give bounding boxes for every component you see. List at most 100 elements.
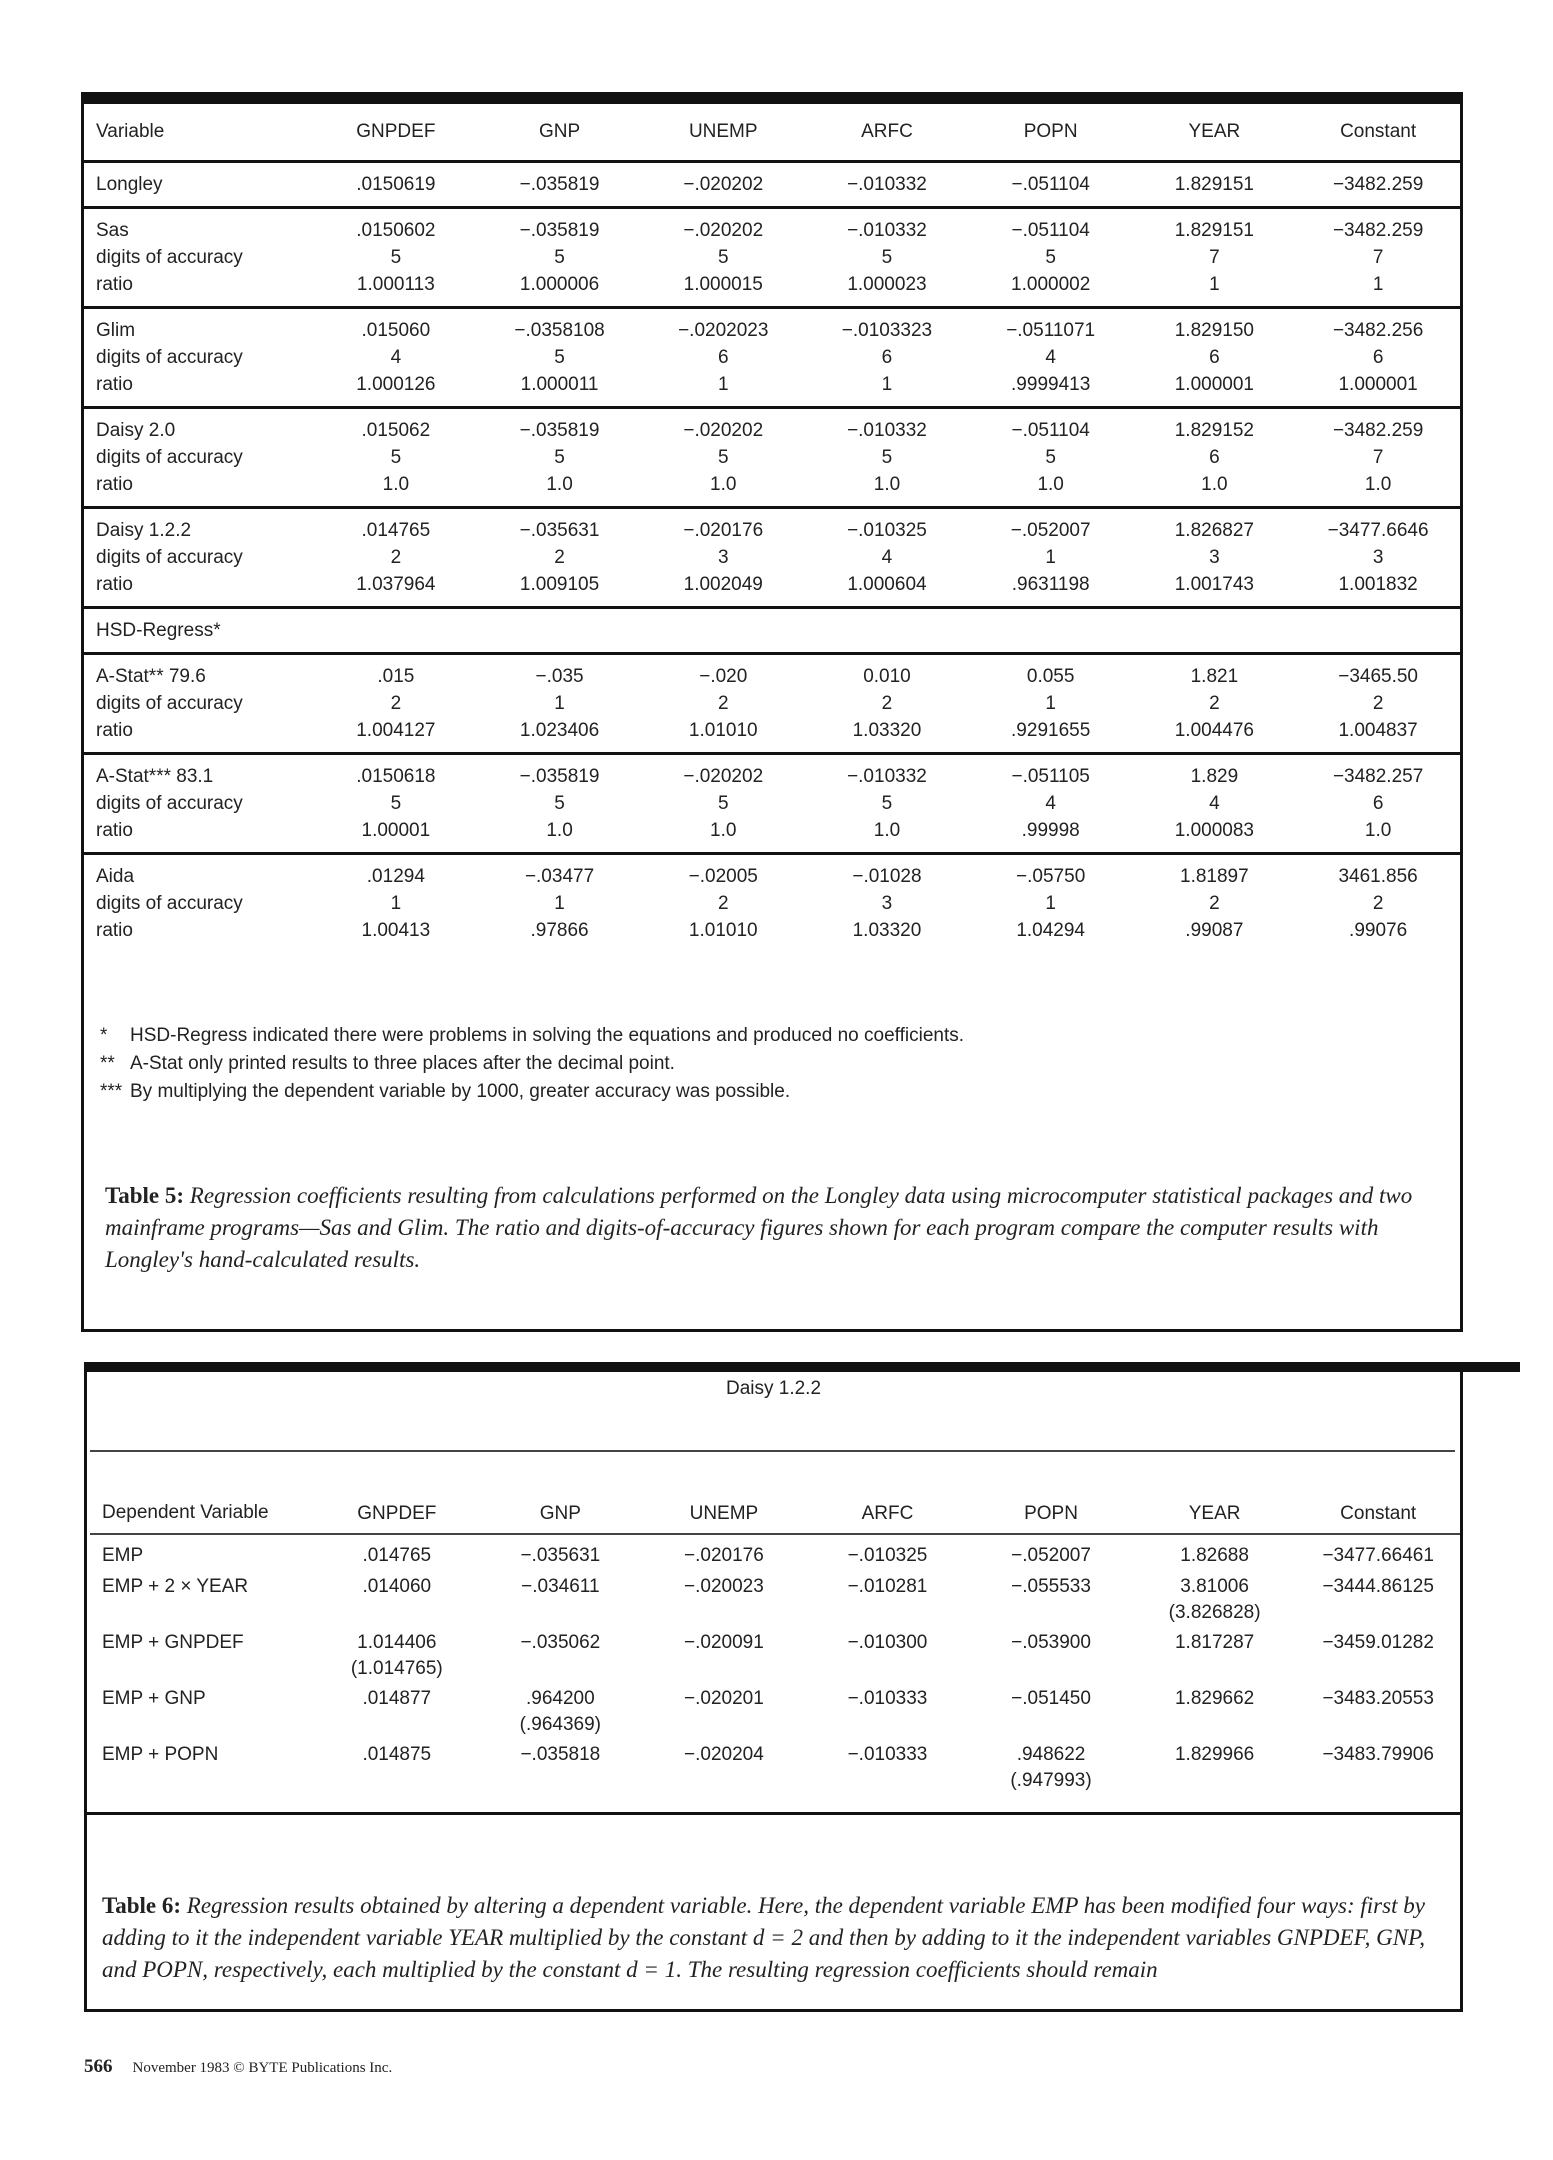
row: digits of accuracy 5 5 5 5 4 4 6 <box>84 790 1460 817</box>
column-header: YEAR <box>1188 121 1241 142</box>
cell: 1 <box>390 892 402 914</box>
cell: −3483.79906 <box>1322 1744 1434 1765</box>
cell: 1.01010 <box>688 719 758 741</box>
row-label: digits of accuracy <box>96 446 243 468</box>
column-header: Variable <box>96 121 165 142</box>
row: EMP + POPN .014875 −.035818 −.020204 −.01033… <box>90 1742 1460 1798</box>
cell: 1 <box>554 692 565 714</box>
cell-line: 3.81006 <box>1180 1576 1249 1597</box>
cell: −.020176 <box>684 1545 764 1566</box>
cell: .9291655 <box>1011 719 1091 741</box>
row-label: EMP + POPN <box>102 1744 219 1765</box>
row-group: Glim .015060 −.0358108 −.0202023 −.0103323 −.… <box>84 307 1460 408</box>
cell: 5 <box>390 792 402 814</box>
cell: 2 <box>554 546 565 568</box>
cell: 1 <box>554 892 565 914</box>
row-label: A-Stat*** 83.1 <box>96 765 214 787</box>
cell: 1.00413 <box>361 919 431 941</box>
table5: Variable GNPDEF GNP UNEMP ARFC POPN YEAR Consta… <box>84 104 1460 952</box>
cell: −.010332 <box>847 173 927 195</box>
cell: −.010332 <box>847 419 927 441</box>
cell: 1.000011 <box>520 373 599 395</box>
row-label: digits of accuracy <box>96 792 243 814</box>
row-label: Glim <box>96 319 136 341</box>
column-header: GNPDEF <box>356 121 436 142</box>
cell: 1.014406 (1.014765) <box>315 1630 479 1686</box>
cell: 2 <box>390 692 402 714</box>
cell: 1.03320 <box>852 719 922 741</box>
cell: .9631198 <box>1011 573 1090 595</box>
cell: −3477.6646 <box>1327 519 1429 541</box>
column-header: UNEMP <box>688 121 758 142</box>
cell: 1.829662 <box>1174 1688 1255 1709</box>
row: Daisy 2.0 .015062 −.035819 −.020202 −.010332… <box>84 408 1460 445</box>
cell: 1.000006 <box>519 273 600 295</box>
cell: −3482.256 <box>1332 319 1424 341</box>
cell: .97866 <box>530 919 589 941</box>
cell: 4 <box>881 546 893 568</box>
cell-line: (3.826828) <box>1168 1602 1261 1623</box>
cell: −.035819 <box>519 173 600 195</box>
cell: 7 <box>1372 246 1384 268</box>
cell: 2 <box>1209 892 1220 914</box>
cell: 4 <box>1045 792 1056 814</box>
page-number: 566 <box>84 2056 113 2077</box>
row-label: EMP <box>102 1545 144 1566</box>
column-header: YEAR <box>1132 1465 1297 1535</box>
cell: 5 <box>554 792 565 814</box>
cell: .015062 <box>361 419 431 441</box>
cell: −.035631 <box>519 519 600 541</box>
column-header: POPN <box>969 1465 1133 1535</box>
cell: −.035819 <box>519 219 600 241</box>
cell: 1.000113 <box>356 273 435 295</box>
row: Sas .0150602 −.035819 −.020202 −.010332 −.051… <box>84 208 1460 245</box>
cell: 1.0 <box>710 473 737 495</box>
cell: 5 <box>881 792 893 814</box>
cell: 6 <box>717 346 729 368</box>
cell: 1.826827 <box>1174 519 1254 541</box>
column-header: Dependent Variable <box>90 1465 315 1535</box>
table6: Dependent Variable GNPDEF GNP UNEMP ARFC POPN… <box>90 1465 1460 1798</box>
cell: 1 <box>881 373 893 395</box>
cell: 4 <box>1045 346 1056 368</box>
cell: −.0202023 <box>678 319 769 341</box>
row-label: Daisy 1.2.2 <box>96 519 192 541</box>
footnotes: * HSD-Regress indicated there were proble… <box>100 1022 1030 1106</box>
cell: −.0358108 <box>514 319 605 341</box>
footnote-text: HSD-Regress indicated there were problem… <box>130 1025 965 1046</box>
caption-label: Table 6: <box>102 1893 182 1918</box>
cell: 1 <box>1045 892 1056 914</box>
cell: 1.0 <box>546 473 573 495</box>
row-label: ratio <box>96 473 133 495</box>
cell: 1.000126 <box>356 373 436 395</box>
cell: 1.00001 <box>361 819 431 841</box>
row: EMP + GNPDEF 1.014406 (1.014765) −.035062 −.… <box>90 1630 1460 1686</box>
cell: 2 <box>881 692 893 714</box>
row: digits of accuracy 2 1 2 2 1 2 2 <box>84 690 1460 717</box>
cell: 1 <box>1372 273 1384 295</box>
cell: .014765 <box>362 1545 432 1566</box>
row: Glim .015060 −.0358108 −.0202023 −.0103323 −.… <box>84 308 1460 345</box>
cell: −3482.259 <box>1332 219 1424 241</box>
row-label: EMP + GNPDEF <box>102 1632 244 1653</box>
cell: 4 <box>1209 792 1220 814</box>
row: digits of accuracy 4 5 6 6 4 6 6 <box>84 344 1460 371</box>
cell: −.053900 <box>1011 1632 1091 1653</box>
cell: −3482.259 <box>1332 173 1424 195</box>
cell: 1.000083 <box>1174 819 1254 841</box>
cell: 2 <box>717 692 729 714</box>
column-header: Constant <box>1296 1465 1460 1535</box>
footnote-text: By multiplying the dependent variable by… <box>130 1081 791 1102</box>
cell: .014875 <box>362 1744 432 1765</box>
footer: 566 November 1983 © BYTE Publications Inc… <box>84 2056 392 2078</box>
cell: 1 <box>1045 692 1056 714</box>
cell: −.05750 <box>1016 865 1086 887</box>
table6-header: Dependent Variable GNPDEF GNP UNEMP ARFC POPN… <box>90 1465 1460 1535</box>
cell: −3465.50 <box>1338 665 1418 687</box>
cell: 2 <box>1372 892 1384 914</box>
cell: 5 <box>554 446 565 468</box>
cell: 1.829151 <box>1174 173 1254 195</box>
row: HSD-Regress* <box>84 608 1460 654</box>
cell: 1.829 <box>1190 765 1239 787</box>
cell: .964200 (.964369) <box>479 1686 643 1742</box>
